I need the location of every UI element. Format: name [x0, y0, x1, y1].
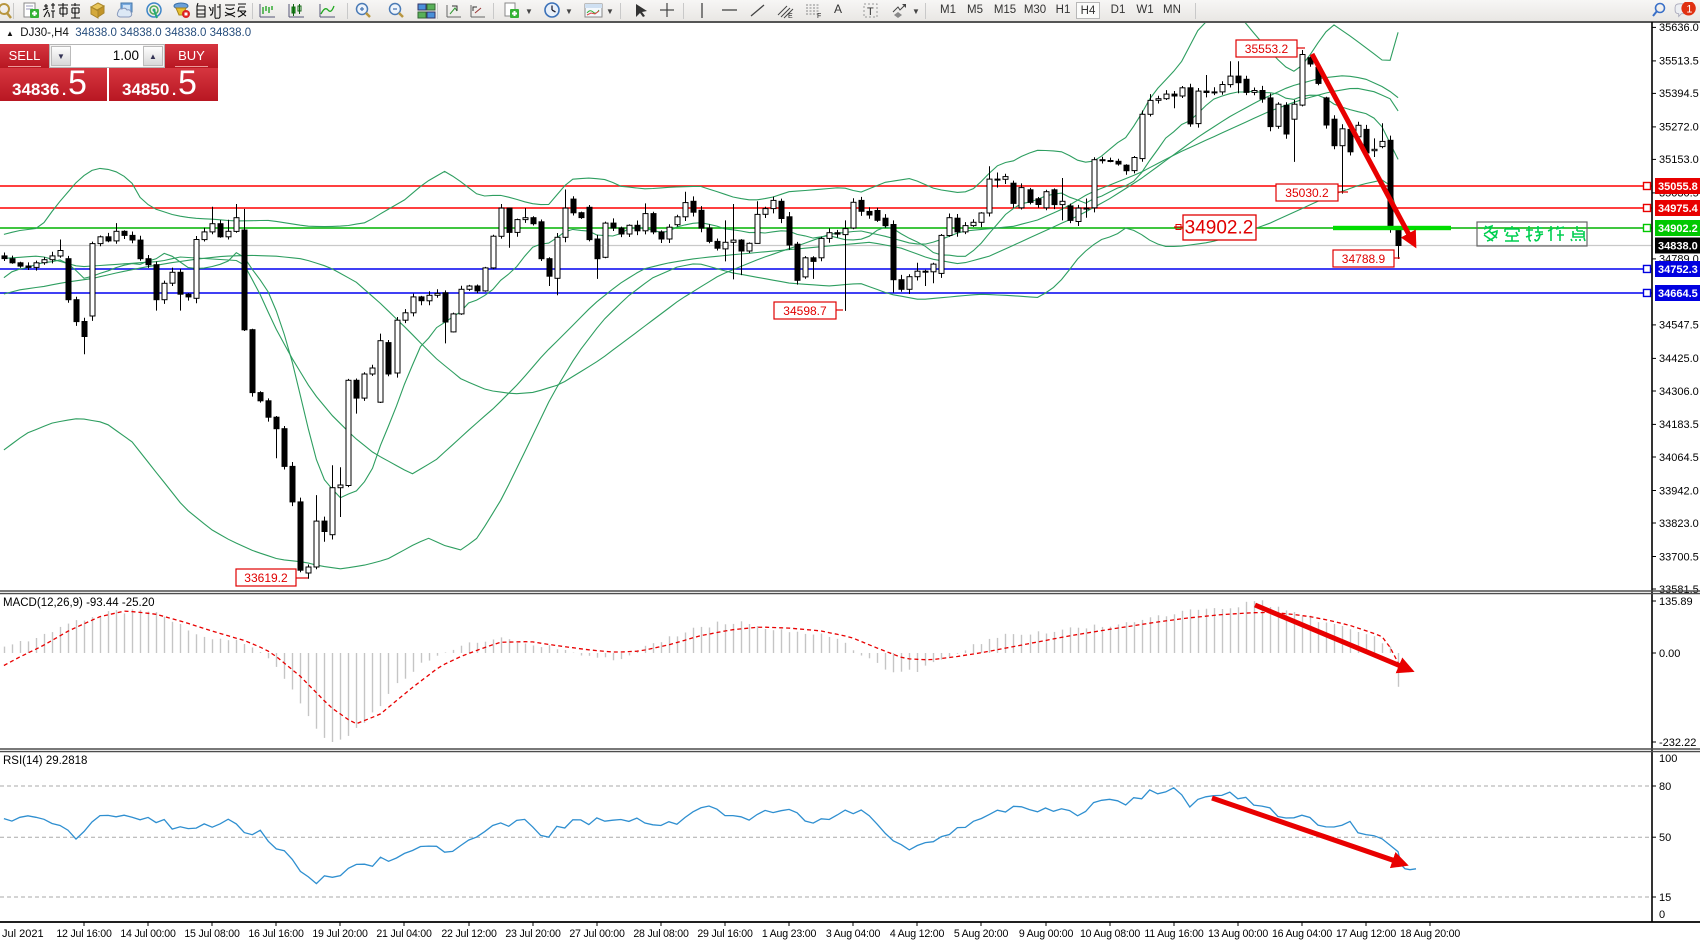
svg-text:RSI(14) 29.2818: RSI(14) 29.2818 — [3, 755, 87, 767]
svg-text:33823.0: 33823.0 — [1659, 518, 1699, 530]
svg-text:E: E — [788, 13, 793, 20]
svg-text:1 Aug 23:00: 1 Aug 23:00 — [762, 928, 817, 940]
svg-text:34838.0: 34838.0 — [1658, 241, 1698, 253]
svg-text:22 Jul 12:00: 22 Jul 12:00 — [441, 928, 497, 940]
svg-text:28 Jul 08:00: 28 Jul 08:00 — [633, 928, 689, 940]
svg-text:5 Aug 20:00: 5 Aug 20:00 — [954, 928, 1009, 940]
svg-text:F: F — [817, 13, 821, 20]
svg-text:35153.0: 35153.0 — [1659, 154, 1699, 166]
svg-text:33619.2: 33619.2 — [244, 571, 288, 585]
svg-text:18 Aug 20:00: 18 Aug 20:00 — [1400, 928, 1460, 940]
svg-text:33942.0: 33942.0 — [1659, 485, 1699, 497]
svg-text:35636.0: 35636.0 — [1659, 22, 1699, 34]
svg-text:34183.5: 34183.5 — [1659, 419, 1699, 431]
svg-text:9 Aug 00:00: 9 Aug 00:00 — [1019, 928, 1074, 940]
svg-text:34664.5: 34664.5 — [1658, 288, 1698, 300]
svg-text:34306.0: 34306.0 — [1659, 386, 1699, 398]
svg-text:MACD(12,26,9) -93.44 -25.20: MACD(12,26,9) -93.44 -25.20 — [3, 597, 155, 609]
svg-text:1: 1 — [1686, 3, 1692, 15]
svg-text:29 Jul 16:00: 29 Jul 16:00 — [697, 928, 753, 940]
svg-text:34902.2: 34902.2 — [1185, 218, 1254, 239]
svg-text:34064.5: 34064.5 — [1659, 452, 1699, 464]
svg-text:34425.0: 34425.0 — [1659, 353, 1699, 365]
svg-text:34902.2: 34902.2 — [1658, 223, 1698, 235]
svg-text:34752.3: 34752.3 — [1658, 264, 1698, 276]
svg-text:34788.9: 34788.9 — [1342, 252, 1386, 266]
svg-text:T: T — [867, 6, 874, 18]
svg-text:27 Jul 00:00: 27 Jul 00:00 — [569, 928, 625, 940]
svg-text:11 Aug 16:00: 11 Aug 16:00 — [1144, 928, 1204, 940]
svg-text:35394.5: 35394.5 — [1659, 88, 1699, 100]
svg-text:0.00: 0.00 — [1659, 648, 1680, 660]
svg-text:35553.2: 35553.2 — [1245, 42, 1289, 56]
svg-text:34975.4: 34975.4 — [1658, 203, 1699, 215]
svg-text:3 Aug 04:00: 3 Aug 04:00 — [826, 928, 881, 940]
svg-text:17 Aug 12:00: 17 Aug 12:00 — [1336, 928, 1396, 940]
svg-text:35513.5: 35513.5 — [1659, 56, 1699, 68]
svg-text:16 Aug 04:00: 16 Aug 04:00 — [1272, 928, 1332, 940]
svg-text:15 Jul 08:00: 15 Jul 08:00 — [184, 928, 240, 940]
svg-text:14 Jul 00:00: 14 Jul 00:00 — [120, 928, 176, 940]
svg-text:21 Jul 04:00: 21 Jul 04:00 — [376, 928, 432, 940]
svg-text:100: 100 — [1659, 753, 1677, 765]
svg-text:16 Jul 16:00: 16 Jul 16:00 — [248, 928, 304, 940]
svg-text:13 Aug 00:00: 13 Aug 00:00 — [1208, 928, 1268, 940]
svg-text:80: 80 — [1659, 781, 1671, 793]
svg-text:34598.7: 34598.7 — [783, 304, 827, 318]
svg-text:34547.5: 34547.5 — [1659, 320, 1699, 332]
svg-text:35055.8: 35055.8 — [1658, 181, 1698, 193]
svg-text:15: 15 — [1659, 892, 1671, 904]
svg-text:12 Jul 16:00: 12 Jul 16:00 — [56, 928, 112, 940]
svg-text:0: 0 — [1659, 909, 1665, 921]
svg-text:50: 50 — [1659, 832, 1671, 844]
svg-text:10 Aug 08:00: 10 Aug 08:00 — [1080, 928, 1140, 940]
svg-text:35030.2: 35030.2 — [1285, 186, 1329, 200]
svg-text:Jul 2021: Jul 2021 — [2, 928, 44, 940]
svg-text:33700.5: 33700.5 — [1659, 551, 1699, 563]
svg-text:33581.5: 33581.5 — [1659, 584, 1699, 596]
svg-text:-232.22: -232.22 — [1659, 737, 1696, 749]
svg-text:19 Jul 20:00: 19 Jul 20:00 — [312, 928, 368, 940]
svg-text:135.89: 135.89 — [1659, 596, 1693, 608]
svg-text:35272.0: 35272.0 — [1659, 122, 1699, 134]
svg-text:4 Aug 12:00: 4 Aug 12:00 — [890, 928, 945, 940]
svg-text:23 Jul 20:00: 23 Jul 20:00 — [505, 928, 561, 940]
